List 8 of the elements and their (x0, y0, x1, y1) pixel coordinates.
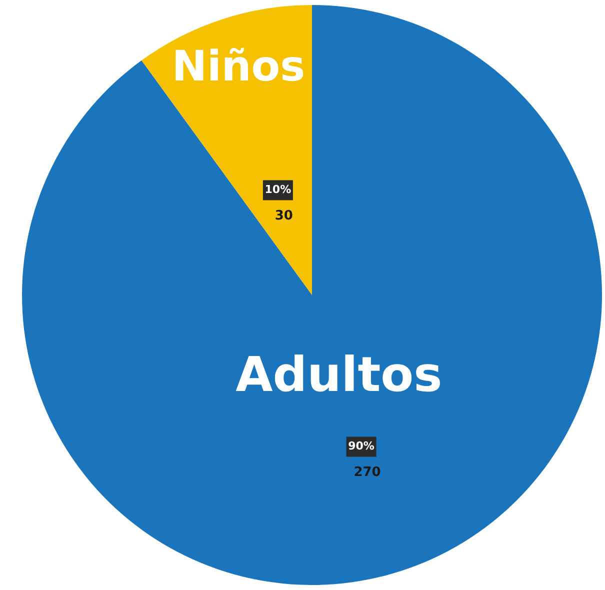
text: 90% (348, 440, 374, 453)
slice-label: Adultos (236, 346, 442, 403)
pie-slice (22, 5, 602, 585)
data-label: 30 (274, 208, 293, 224)
text: 10% (264, 183, 292, 196)
pie-slice (142, 5, 312, 295)
slice-label: Niños (172, 41, 306, 90)
data-label: 270 (354, 465, 381, 480)
